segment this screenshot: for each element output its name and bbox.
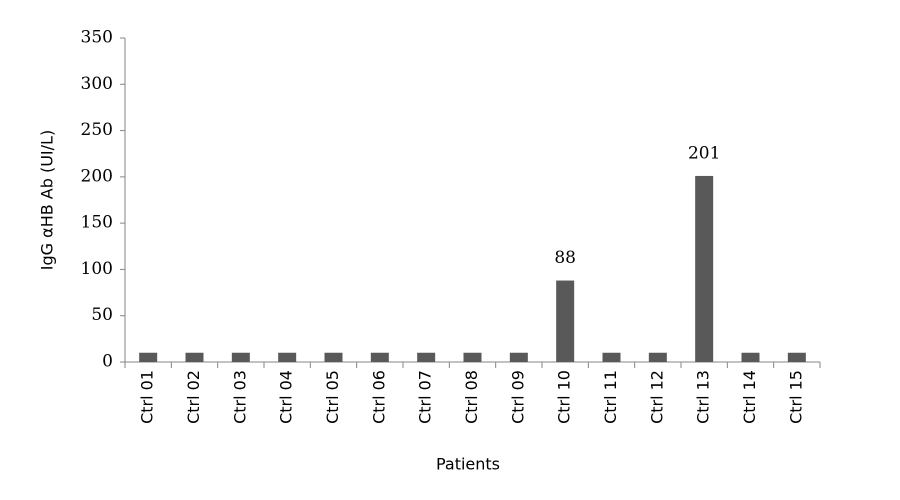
y-tick-label: 200 bbox=[81, 166, 113, 186]
bar bbox=[556, 280, 575, 362]
bar bbox=[370, 352, 389, 362]
x-tick-label: Ctrl 09 bbox=[508, 370, 527, 424]
y-tick-label: 0 bbox=[102, 352, 113, 372]
y-tick-label: 350 bbox=[81, 28, 113, 48]
bar bbox=[787, 352, 806, 362]
y-tick-label: 100 bbox=[81, 259, 113, 279]
data-label: 201 bbox=[688, 143, 720, 163]
bar bbox=[509, 352, 528, 362]
bar bbox=[417, 352, 436, 362]
y-tick-label: 50 bbox=[91, 305, 113, 325]
x-tick-label: Ctrl 05 bbox=[323, 370, 342, 424]
bar bbox=[648, 352, 667, 362]
x-axis-title: Patients bbox=[436, 455, 500, 474]
bar bbox=[324, 352, 343, 362]
x-tick-label: Ctrl 06 bbox=[369, 370, 388, 424]
y-tick-label: 250 bbox=[81, 120, 113, 140]
bar bbox=[602, 352, 621, 362]
bar bbox=[695, 175, 714, 362]
x-tick-label: Ctrl 14 bbox=[740, 370, 759, 424]
x-tick-label: Ctrl 07 bbox=[416, 370, 435, 424]
y-tick-label: 300 bbox=[81, 74, 113, 94]
bar bbox=[139, 352, 158, 362]
x-tick-label: Ctrl 12 bbox=[647, 370, 666, 424]
x-tick-label: Ctrl 15 bbox=[786, 370, 805, 424]
data-label: 88 bbox=[554, 248, 576, 268]
bar bbox=[185, 352, 204, 362]
bar bbox=[741, 352, 760, 362]
bar bbox=[278, 352, 297, 362]
x-tick-label: Ctrl 10 bbox=[555, 370, 574, 424]
x-tick-label: Ctrl 11 bbox=[601, 370, 620, 424]
bar bbox=[463, 352, 482, 362]
y-axis-title: IgG αHB Ab (UI/L) bbox=[38, 130, 57, 270]
x-tick-label: Ctrl 08 bbox=[462, 370, 481, 424]
x-tick-label: Ctrl 01 bbox=[138, 370, 157, 424]
y-tick-label: 150 bbox=[81, 213, 113, 233]
x-tick-label: Ctrl 03 bbox=[230, 370, 249, 424]
x-tick-label: Ctrl 13 bbox=[694, 370, 713, 424]
bar bbox=[231, 352, 250, 362]
x-tick-label: Ctrl 04 bbox=[277, 370, 296, 424]
x-tick-label: Ctrl 02 bbox=[184, 370, 203, 424]
